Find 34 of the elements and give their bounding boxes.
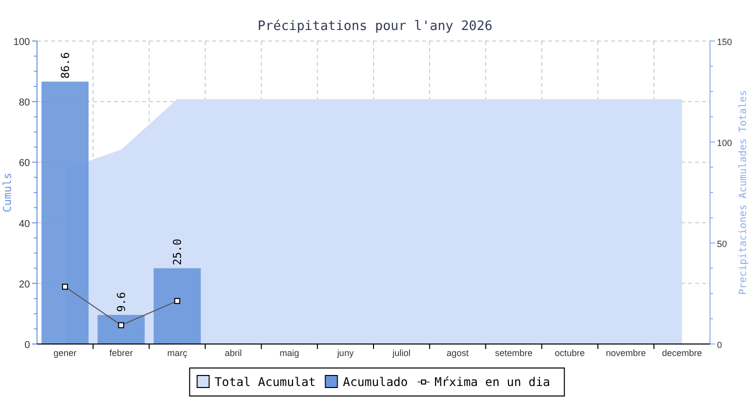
legend-label: Total Acumulat — [214, 375, 316, 389]
bar — [41, 82, 89, 344]
y-tick-label: 0 — [24, 340, 30, 351]
x-tick-label: maig — [280, 348, 300, 358]
x-tick-label: juny — [336, 348, 354, 358]
legend-label: Mŕxima en un dia — [434, 375, 550, 389]
x-tick-label: març — [167, 348, 188, 358]
y-axis-title: Cumuls — [1, 172, 14, 212]
bar — [154, 268, 201, 344]
x-tick-label: novembre — [606, 348, 646, 358]
y-tick-label: 20 — [18, 279, 30, 290]
x-tick-label: gener — [54, 348, 77, 358]
y2-tick-label: 150 — [717, 37, 732, 47]
y-tick-label: 80 — [18, 98, 30, 109]
y2-tick-label: 100 — [717, 138, 732, 148]
x-tick-label: agost — [446, 348, 470, 358]
data-label: 25.0 — [171, 238, 184, 266]
x-tick-label: octubre — [554, 348, 585, 358]
legend-label: Acumulado — [342, 375, 408, 389]
y2-tick-label: 0 — [717, 340, 722, 350]
y-tick-label: 60 — [18, 158, 30, 170]
data-label: 9.6 — [115, 292, 128, 312]
data-label: 86.6 — [59, 52, 72, 79]
y2-tick-label: 50 — [717, 239, 728, 249]
x-tick-label: febrer — [109, 348, 133, 358]
y-tick-label: 100 — [13, 37, 30, 48]
x-tick-label: abril — [224, 348, 242, 358]
x-tick-label: decembre — [662, 348, 702, 358]
bar — [98, 314, 145, 344]
x-tick-label: juliol — [392, 348, 411, 358]
y-tick-label: 40 — [18, 218, 30, 230]
x-tick-label: setembre — [494, 348, 532, 358]
chart-title: Précipitations pour l'any 2026 — [258, 19, 492, 34]
y2-axis-title: Precipitaciones Acumulades Totales — [738, 90, 749, 295]
